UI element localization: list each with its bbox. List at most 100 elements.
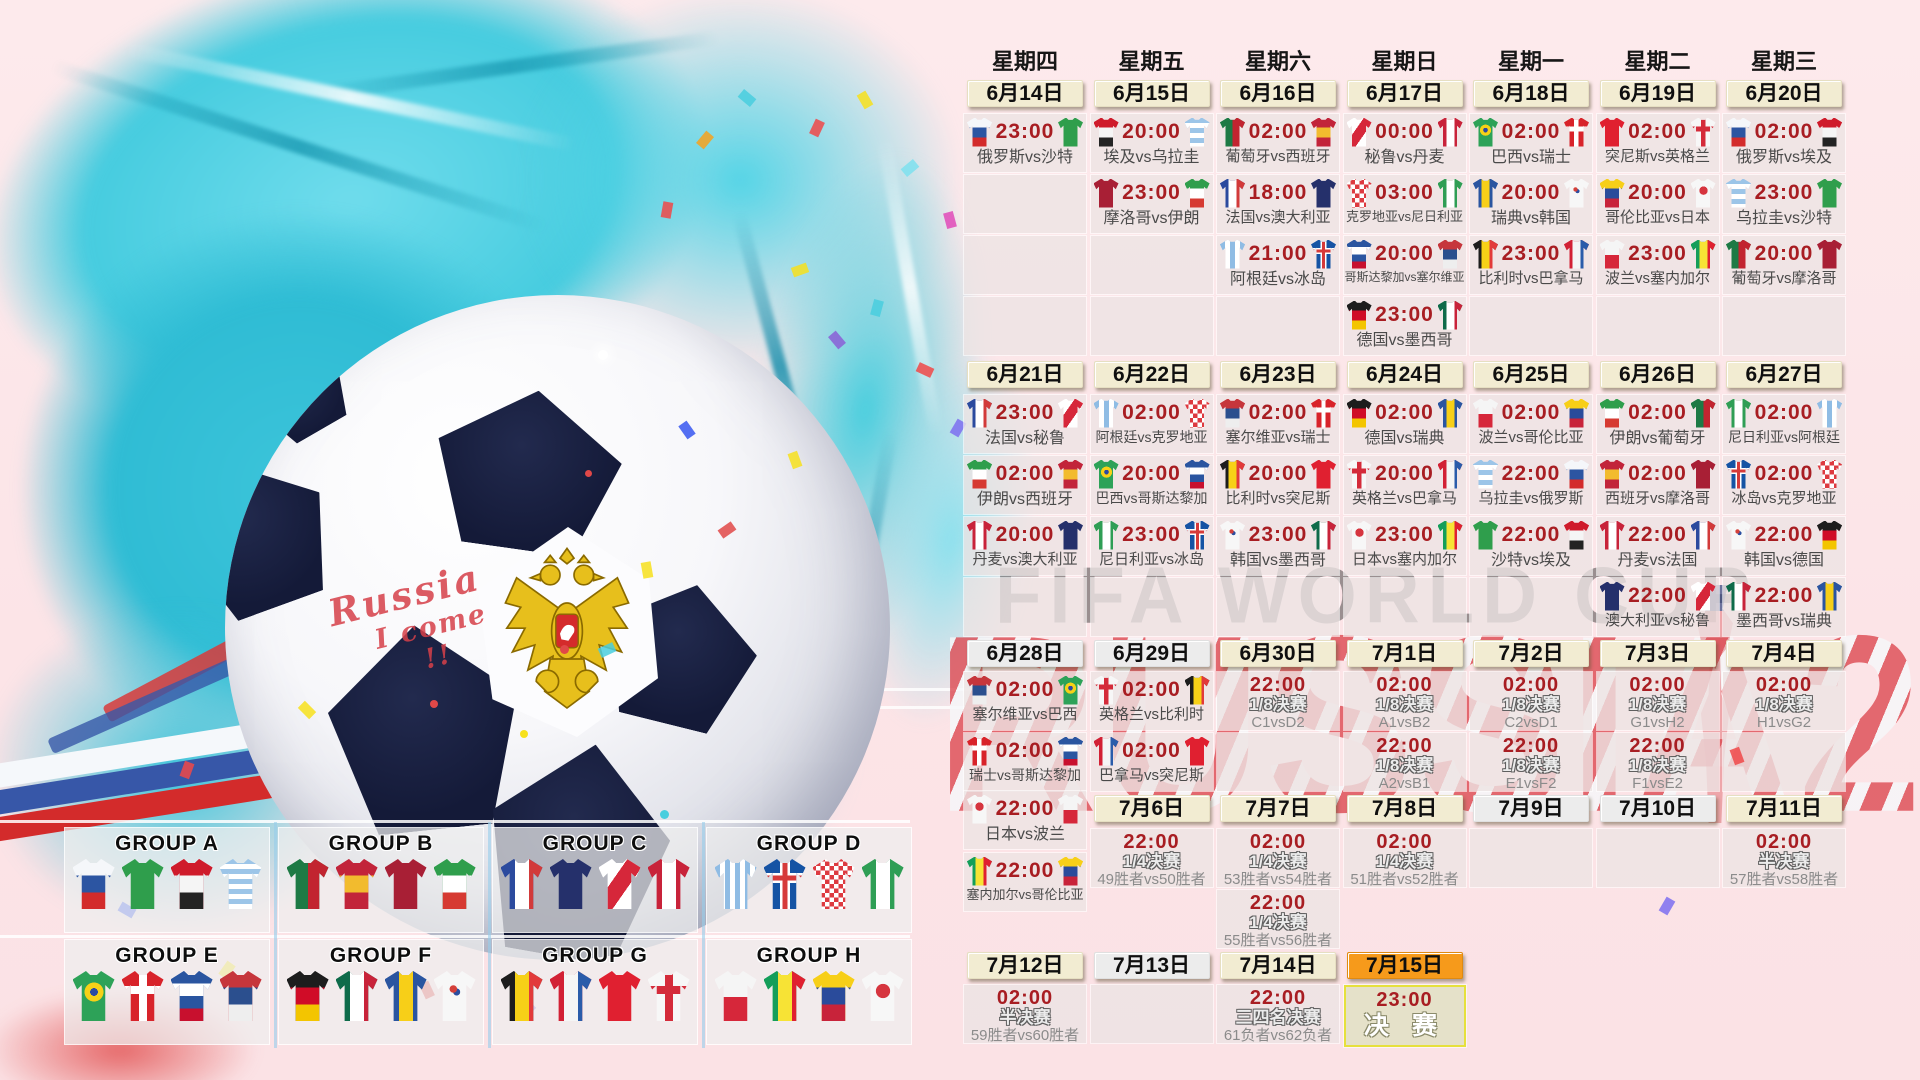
group-title: GROUP B xyxy=(328,832,434,855)
match-row: 22:00 xyxy=(1470,517,1592,551)
match-row: 22:00 xyxy=(964,853,1086,887)
knockout-cell: 02:00 1/8决赛 C2vsD1 xyxy=(1470,672,1592,731)
sparkle xyxy=(430,700,438,708)
match-time: 02:00 xyxy=(1628,462,1687,485)
match-row: 22:00 xyxy=(1723,578,1845,612)
match-row: 02:00 xyxy=(964,456,1086,490)
match-row: 23:00 xyxy=(1217,517,1339,551)
match-cell: 20:00 巴西vs哥斯达黎加 xyxy=(1090,456,1213,514)
match-teams-label: 巴西vs瑞士 xyxy=(1490,149,1571,166)
match-time: 22:00 xyxy=(1376,735,1433,757)
team-jersey-icon xyxy=(500,971,543,1021)
empty-cell xyxy=(1470,829,1592,887)
match-time: 23:00 xyxy=(1375,523,1434,546)
final-label: 决 赛 xyxy=(1364,1012,1445,1040)
match-cell: 20:00 丹麦vs澳大利亚 xyxy=(964,517,1086,575)
match-row: 02:00 xyxy=(1723,456,1845,490)
pairing-label: 49胜者vs50胜者 xyxy=(1097,871,1206,888)
match-teams-label: 巴拿马vs突尼斯 xyxy=(1098,767,1204,784)
group-jerseys xyxy=(707,971,911,1021)
group-jerseys xyxy=(279,859,483,909)
group-title: GROUP E xyxy=(115,944,219,967)
match-teams-label: 乌拉圭vs俄罗斯 xyxy=(1478,490,1584,507)
match-row: 03:00 xyxy=(1344,175,1466,209)
weekday-header: 星期一 xyxy=(1497,49,1564,74)
weekday-header: 星期三 xyxy=(1750,49,1817,74)
knockout-cell: 02:00 1/8决赛 A1vsB2 xyxy=(1343,672,1466,731)
match-time: 23:00 xyxy=(1122,523,1181,546)
date-chip: 7月6日 xyxy=(1093,795,1210,822)
match-teams-label: 波兰vs塞内加尔 xyxy=(1604,270,1710,287)
empty-cell xyxy=(1470,297,1592,355)
match-teams-label: 秘鲁vs丹麦 xyxy=(1364,149,1445,166)
match-teams-label: 哥伦比亚vs日本 xyxy=(1604,209,1710,226)
match-row: 00:00 xyxy=(1344,114,1466,148)
match-teams-label: 埃及vs乌拉圭 xyxy=(1103,149,1200,166)
match-row: 22:00 xyxy=(1597,517,1719,551)
match-cell: 18:00 法国vs澳大利亚 xyxy=(1217,175,1339,233)
match-time: 02:00 xyxy=(996,987,1054,1009)
date-chip: 7月10日 xyxy=(1599,795,1716,822)
knockout-cell: 02:00 半决赛 57胜者vs58胜者 xyxy=(1723,829,1845,888)
match-time: 22:00 xyxy=(1501,462,1561,485)
match-cell: 22:00 韩国vs德国 xyxy=(1723,517,1845,575)
match-time: 21:00 xyxy=(1248,242,1308,265)
match-time: 22:00 xyxy=(1628,523,1687,546)
match-row: 22:00 xyxy=(1723,517,1845,551)
match-time: 02:00 xyxy=(1628,120,1687,143)
team-jersey-icon xyxy=(384,859,427,909)
team-jersey-icon xyxy=(170,859,213,909)
match-cell: 20:00 英格兰vs巴拿马 xyxy=(1343,456,1466,514)
match-time: 20:00 xyxy=(1248,462,1308,485)
match-cell: 23:00 比利时vs巴拿马 xyxy=(1470,236,1592,294)
team-jersey-icon xyxy=(219,859,262,909)
match-time: 02:00 xyxy=(995,462,1055,485)
match-cell: 23:00 俄罗斯vs沙特 xyxy=(964,114,1086,172)
match-row: 20:00 xyxy=(1723,236,1845,270)
match-time: 23:00 xyxy=(995,120,1055,143)
match-row: 23:00 xyxy=(1470,236,1592,270)
match-teams-label: 韩国vs墨西哥 xyxy=(1229,552,1326,569)
stage-label: 1/8决赛 xyxy=(1628,695,1687,714)
match-teams-label: 葡萄牙vs西班牙 xyxy=(1225,148,1331,165)
group-jerseys xyxy=(493,859,697,909)
match-time: 00:00 xyxy=(1375,120,1434,143)
date-chip: 7月4日 xyxy=(1726,640,1842,667)
match-time: 02:00 xyxy=(1629,674,1686,696)
stage-label: 1/4决赛 xyxy=(1122,852,1181,871)
match-teams-label: 波兰vs哥伦比亚 xyxy=(1478,429,1584,446)
date-chip: 7月14日 xyxy=(1220,952,1336,979)
team-jersey-icon xyxy=(549,859,592,909)
match-teams-label: 伊朗vs葡萄牙 xyxy=(1609,430,1706,447)
knockout-cell: 02:00 半决赛 59胜者vs60胜者 xyxy=(964,985,1086,1044)
match-row: 02:00 xyxy=(1470,395,1592,429)
match-teams-label: 沙特vs埃及 xyxy=(1490,552,1571,569)
match-row: 02:00 xyxy=(1597,114,1719,148)
match-teams-label: 比利时vs突尼斯 xyxy=(1225,490,1331,507)
team-jersey-icon xyxy=(714,859,757,909)
sparkle xyxy=(520,730,528,738)
weekday-header: 星期四 xyxy=(991,49,1058,74)
date-chip: 6月30日 xyxy=(1220,640,1336,667)
match-row: 23:00 xyxy=(964,395,1086,429)
empty-cell xyxy=(964,578,1086,636)
pairing-label: 53胜者vs54胜者 xyxy=(1223,871,1333,888)
knockout-cell: 22:00 三四名决赛 61负者vs62负者 xyxy=(1217,985,1339,1044)
match-row: 20:00 xyxy=(1217,456,1339,490)
stage-label: 1/8决赛 xyxy=(1502,695,1560,714)
team-jersey-icon xyxy=(433,971,476,1021)
date-chip: 6月14日 xyxy=(967,80,1083,107)
match-teams-label: 英格兰vs巴拿马 xyxy=(1351,490,1457,507)
match-row: 23:00 xyxy=(1344,297,1466,331)
match-row: 20:00 xyxy=(1091,456,1213,490)
match-time: 03:00 xyxy=(1375,181,1434,204)
empty-cell xyxy=(1090,297,1213,355)
group-title: GROUP D xyxy=(756,832,862,855)
match-time: 22:00 xyxy=(1249,987,1307,1009)
match-row: 20:00 xyxy=(1091,114,1213,148)
group-title: GROUP G xyxy=(542,944,648,967)
groups-divider xyxy=(274,822,277,1048)
match-teams-label: 塞内加尔vs哥伦比亚 xyxy=(966,887,1084,902)
date-chip: 7月2日 xyxy=(1473,640,1589,667)
match-cell: 21:00 阿根廷vs冰岛 xyxy=(1217,236,1339,294)
